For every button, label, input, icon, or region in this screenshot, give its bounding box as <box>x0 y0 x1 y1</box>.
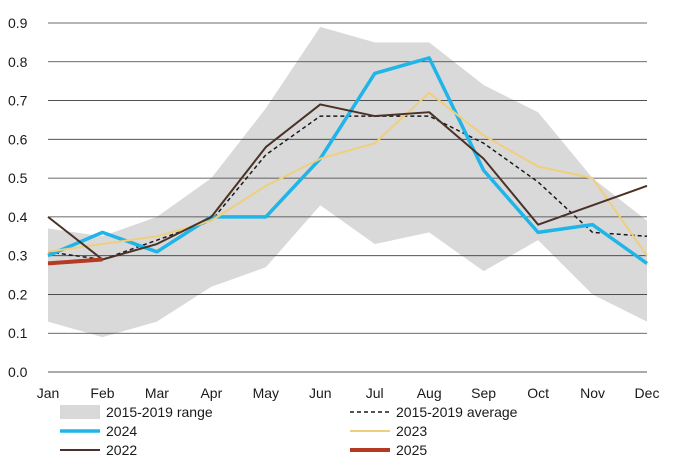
x-tick-label-jun: Jun <box>309 385 332 401</box>
x-tick-label-jan: Jan <box>37 385 60 401</box>
x-tick-label-may: May <box>253 385 279 401</box>
y-tick-label: 0.0 <box>8 364 28 380</box>
y-tick-label: 0.5 <box>8 170 28 186</box>
x-tick-label-aug: Aug <box>417 385 442 401</box>
legend: 2015-2019 range 2015-2019 average 2024 2023… <box>60 404 518 458</box>
gridlines <box>48 22 647 373</box>
y-tick-label: 0.1 <box>8 325 28 341</box>
legend-label-2022: 2022 <box>106 442 137 458</box>
legend-label-2024: 2024 <box>106 423 137 439</box>
legend-label-2023: 2023 <box>396 423 427 439</box>
legend-label-2025: 2025 <box>396 442 427 458</box>
y-tick-label: 0.7 <box>8 93 28 109</box>
y-tick-label: 0.8 <box>8 54 28 70</box>
series-line-2025 <box>47 257 103 266</box>
x-tick-label-jul: Jul <box>366 385 384 401</box>
x-axis-ticks: Jan Feb Mar Apr May Jun Jul Aug Sep Oct Nov Dec <box>37 385 660 401</box>
series-line-2023 <box>47 91 648 257</box>
series-lines <box>47 56 649 266</box>
x-tick-label-oct: Oct <box>527 385 549 401</box>
x-tick-label-nov: Nov <box>580 385 605 401</box>
y-tick-label: 0.9 <box>8 15 28 31</box>
y-tick-label: 0.3 <box>8 248 28 264</box>
x-tick-label-sep: Sep <box>471 385 496 401</box>
range-band <box>48 26 647 338</box>
x-tick-label-apr: Apr <box>200 385 222 401</box>
y-tick-label: 0.4 <box>8 209 28 225</box>
y-tick-label: 0.6 <box>8 131 28 147</box>
legend-swatch-2015-2019-range <box>60 405 100 419</box>
range-band-layer <box>48 26 647 338</box>
x-tick-label-mar: Mar <box>145 385 169 401</box>
x-tick-label-dec: Dec <box>635 385 660 401</box>
series-line-2024 <box>47 56 649 265</box>
legend-label-2015-2019-range: 2015-2019 range <box>106 404 213 420</box>
y-axis-ticks: 0.0 0.1 0.2 0.3 0.4 0.5 0.6 0.7 0.8 0.9 <box>8 15 28 380</box>
y-tick-label: 0.2 <box>8 286 28 302</box>
series-line-2022 <box>47 103 648 261</box>
x-tick-label-feb: Feb <box>90 385 114 401</box>
legend-label-2015-2019-average: 2015-2019 average <box>396 404 518 420</box>
